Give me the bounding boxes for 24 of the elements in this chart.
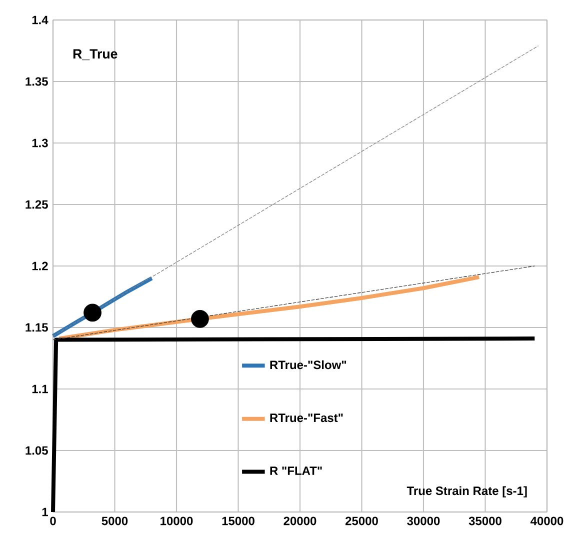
x-axis-title: True Strain Rate [s-1] [406, 486, 527, 498]
x-tick-label: 30000 [407, 516, 440, 526]
x-tick-label: 10000 [160, 516, 193, 526]
y-tick-label: 1.3 [32, 138, 48, 148]
y-tick-label: 1.15 [26, 323, 48, 332]
y-tick-label: 1.35 [26, 77, 48, 86]
x-tick-label: 0 [50, 516, 56, 526]
y-tick-label: 1 [42, 508, 48, 516]
y-tick-label: 1.25 [26, 200, 48, 209]
x-tick-label: 15000 [222, 516, 254, 526]
y-tick-label: 1.1 [32, 384, 48, 394]
y-tick-label: 1.2 [32, 262, 48, 270]
x-tick-label: 25000 [345, 516, 378, 526]
text: R_True [73, 49, 118, 60]
x-tick-label: 35000 [468, 516, 502, 526]
y-tick-label: 1.4 [32, 16, 48, 24]
x-tick-label: 20000 [284, 516, 316, 526]
x-tick-label: 5000 [102, 516, 128, 526]
legend-label: R "FLAT" [270, 466, 322, 475]
line-series [57, 275, 482, 341]
y-tick-label: 1.05 [26, 446, 48, 455]
legend-label: RTrue-"Slow" [270, 360, 346, 370]
legend-label: RTrue-"Fast" [270, 414, 343, 422]
x-tick-label: 40000 [530, 516, 564, 526]
